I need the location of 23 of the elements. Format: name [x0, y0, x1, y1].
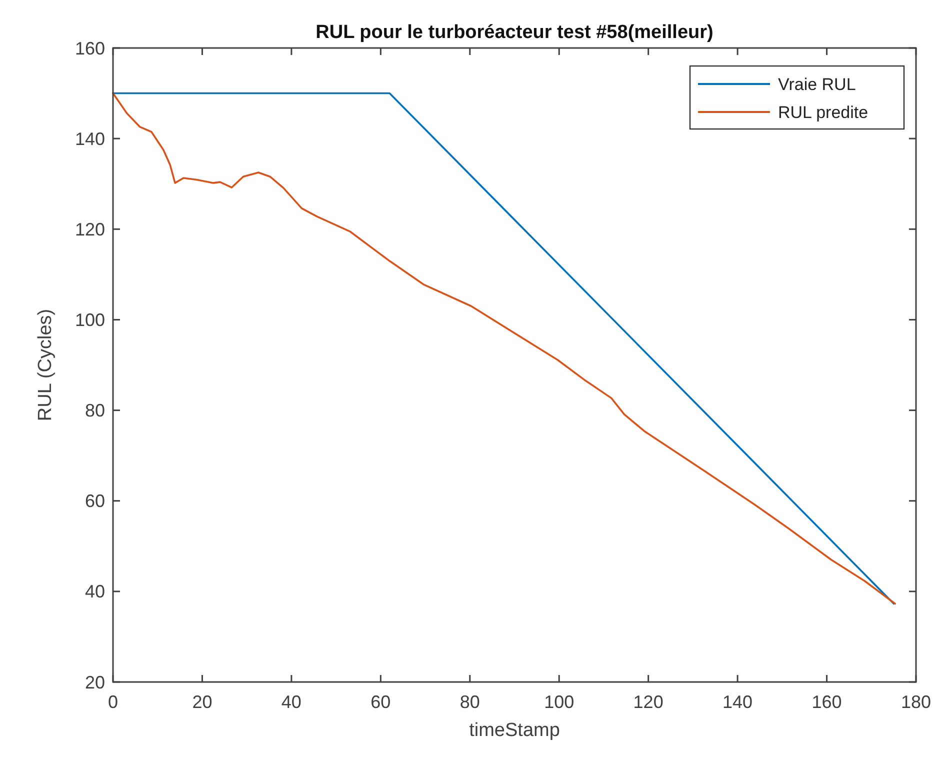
y-tick-label: 80: [84, 400, 105, 421]
x-tick-label: 160: [812, 692, 842, 712]
y-tick-label: 160: [74, 38, 105, 58]
x-tick-label: 140: [722, 692, 753, 712]
chart-title: RUL pour le turboréacteur test #58(meilleur): [316, 22, 714, 43]
legend-label: RUL predite: [778, 102, 868, 122]
x-tick-label: 20: [192, 692, 212, 712]
x-tick-label: 180: [900, 692, 932, 712]
y-tick-label: 40: [84, 582, 105, 602]
y-tick-label: 120: [74, 219, 105, 240]
x-tick-label: 0: [108, 692, 118, 712]
x-tick-label: 40: [281, 692, 302, 712]
y-tick-label: 20: [84, 672, 105, 692]
x-tick-label: 100: [544, 692, 574, 712]
y-tick-label: 100: [74, 310, 105, 330]
legend-label: Vraie RUL: [778, 74, 856, 94]
y-tick-label: 140: [74, 128, 105, 149]
x-tick-label: 120: [633, 692, 664, 712]
x-tick-label: 80: [460, 692, 480, 712]
y-axis-title: RUL (Cycles): [35, 308, 56, 422]
x-axis-title: timeStamp: [469, 720, 560, 741]
y-tick-label: 60: [84, 491, 105, 512]
x-tick-label: 60: [370, 692, 391, 712]
